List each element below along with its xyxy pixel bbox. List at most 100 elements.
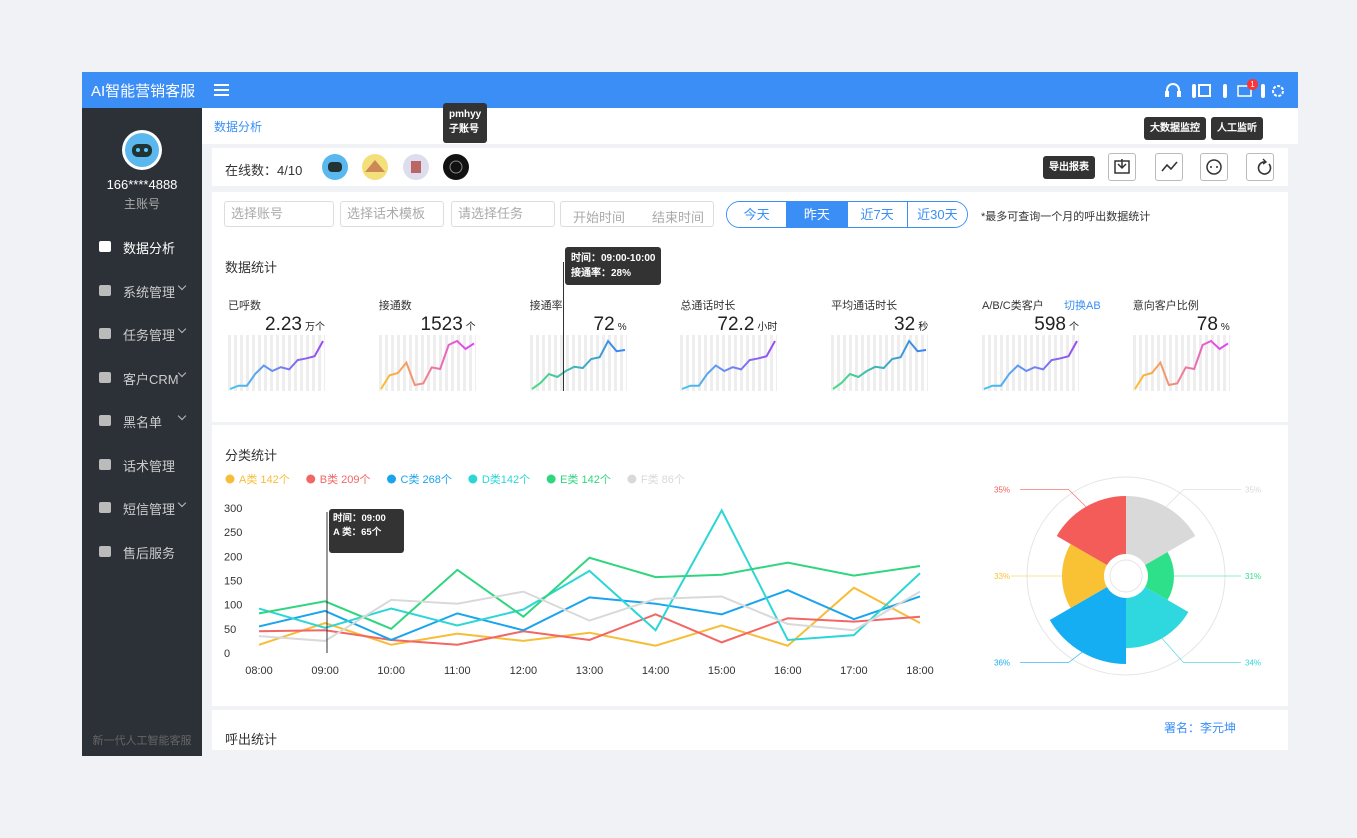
stat-value-row: 598 个	[982, 314, 1079, 336]
stat-unit: 个	[1069, 322, 1079, 333]
breadcrumb[interactable]: 数据分析	[214, 120, 263, 134]
header-icons[interactable]	[1160, 78, 1290, 104]
account-select[interactable]: 选择账号	[224, 201, 334, 227]
series-line	[258, 589, 921, 642]
menu-icon	[99, 241, 111, 252]
range-button[interactable]: 昨天	[786, 202, 847, 227]
menu-icon	[99, 371, 111, 383]
legend-dot	[306, 474, 316, 484]
template-select[interactable]: 选择话术模板	[340, 201, 444, 227]
pie-slice	[1056, 496, 1126, 565]
menu-icon	[99, 328, 111, 339]
tooltip-time: 时间：09:00	[333, 512, 386, 524]
menu-item[interactable]: 话术管理	[123, 458, 176, 474]
account: 166****4888	[106, 177, 178, 192]
stat-label: 总通话时长	[680, 300, 736, 312]
legend-label[interactable]: D类142个	[482, 472, 530, 486]
toolbar-icons	[1114, 158, 1272, 175]
menu-item[interactable]: 售后服务	[123, 545, 176, 561]
legend-label[interactable]: F类 86个	[641, 472, 685, 486]
legend-dot	[627, 474, 637, 484]
x-tick-label: 14:00	[642, 665, 670, 677]
sparkline-line	[1133, 339, 1229, 390]
menu-item[interactable]: 客户CRM	[123, 371, 179, 387]
sparkline	[228, 335, 325, 391]
role: 主账号	[123, 197, 160, 211]
menu-item[interactable]: 黑名单	[123, 415, 163, 430]
x-tick-label: 08:00	[245, 665, 273, 677]
pie-slice	[1049, 587, 1126, 664]
badge: 1	[1247, 79, 1258, 90]
tooltip-time: 时间：09:00-10:00	[571, 253, 656, 264]
stats-tooltip: 时间：09:00-10:00 接通率：28%	[565, 247, 662, 285]
x-tick-label: 12:00	[510, 665, 538, 677]
pie-slice	[1126, 496, 1196, 565]
x-tick-label: 09:00	[311, 665, 339, 677]
listen-tooltip: 人工监听	[1211, 117, 1263, 140]
outbound-panel	[212, 710, 1288, 750]
range-button[interactable]: 近30天	[906, 202, 967, 227]
menu-item[interactable]: 短信管理	[123, 502, 176, 517]
task-select[interactable]: 请选择任务	[451, 201, 555, 227]
stat-unit: %	[617, 322, 627, 333]
menu-item[interactable]: 任务管理	[123, 328, 176, 343]
stat-value: 1523	[420, 314, 463, 335]
leader-line	[1161, 638, 1241, 663]
switch-link[interactable]: 切换AB	[1064, 300, 1101, 312]
menu-icon	[99, 545, 111, 557]
breadcrumb-bar	[202, 108, 1298, 144]
stat-unit: 个	[465, 322, 476, 333]
end-date[interactable]: 结束时间	[652, 210, 705, 225]
range-button[interactable]: 今天	[727, 202, 787, 227]
date-range[interactable]	[560, 201, 714, 227]
pie-label: 35%	[1245, 485, 1261, 494]
signature: 署名：李元坤	[1164, 721, 1237, 735]
pie-label: 35%	[994, 485, 1010, 494]
legend-label[interactable]: C类 268个	[401, 472, 452, 486]
stat-value: 2.23	[265, 314, 302, 335]
legend-label[interactable]: E类 142个	[560, 472, 611, 486]
tooltip-role: 子账号	[449, 124, 479, 135]
stat-label: 平均通话时长	[831, 300, 898, 312]
tooltip-box	[329, 509, 404, 553]
stat-label: A/B/C类客户	[982, 300, 1044, 312]
range-button[interactable]: 近7天	[846, 202, 907, 227]
stat-value: 78	[1196, 314, 1218, 335]
legend-label[interactable]: A类 142个	[239, 472, 290, 486]
menu-item[interactable]: 系统管理	[123, 284, 176, 300]
tooltip-value: A 类：65个	[333, 526, 382, 538]
sparkline	[529, 335, 627, 391]
stat-label: 已呼数	[228, 300, 261, 312]
online-avatars[interactable]	[320, 152, 480, 182]
x-tick-label: 13:00	[576, 665, 604, 677]
tooltip-line	[563, 262, 564, 391]
sparkline	[378, 335, 476, 391]
listen-button[interactable]	[1200, 153, 1228, 181]
menu-toggle[interactable]	[214, 82, 230, 98]
pie-hole-ring	[1109, 559, 1143, 593]
series-line	[258, 590, 921, 642]
y-tick-label: 0	[224, 648, 230, 660]
start-date[interactable]: 开始时间	[573, 210, 626, 225]
stat-label: 意向客户比例	[1132, 300, 1199, 312]
outbound-title: 呼出统计	[225, 732, 278, 747]
legend-label[interactable]: B类 209个	[320, 472, 371, 486]
stat-value: 598	[1034, 314, 1066, 335]
x-tick-label: 15:00	[708, 665, 736, 677]
online-count: 在线数：4/10	[225, 163, 303, 178]
stat-value-row: 72.2 小时	[680, 314, 777, 336]
menu-item[interactable]: 数据分析	[123, 241, 176, 256]
stat-unit: 小时	[757, 322, 778, 333]
stat-value-row: 1523 个	[379, 314, 476, 336]
stats-title: 数据统计	[225, 260, 278, 275]
stat-value-row: 32 秒	[831, 314, 928, 336]
app-title: AI智能营销客服	[91, 83, 196, 100]
export-tooltip: 导出报表	[1043, 156, 1095, 179]
stat-value-row: 2.23 万个	[228, 314, 325, 336]
refresh-button[interactable]	[1246, 153, 1274, 181]
stat-label: 接通数	[378, 300, 412, 312]
sidebar	[82, 108, 202, 756]
account-tooltip: pmhyy 子账号	[443, 103, 488, 143]
pie-label: 36%	[994, 659, 1010, 668]
